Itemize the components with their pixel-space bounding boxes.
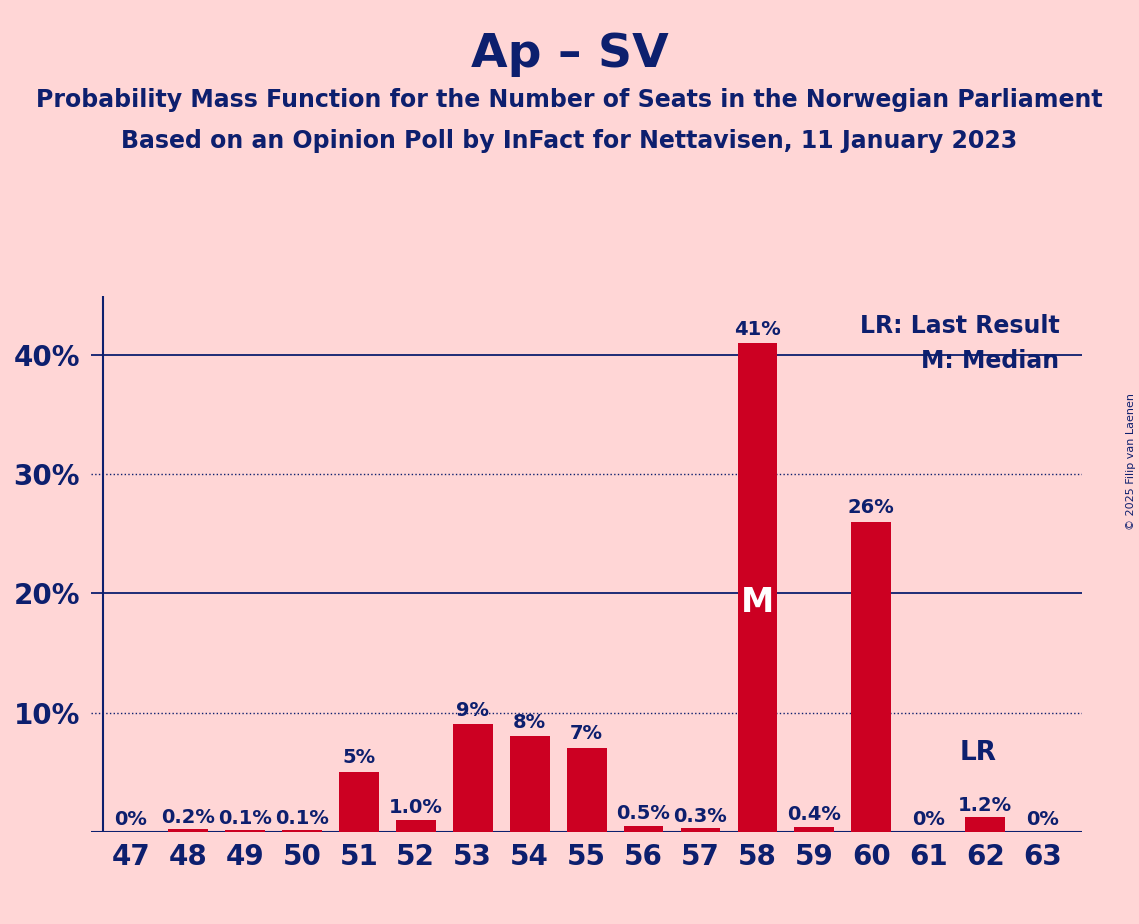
Text: 0.5%: 0.5% (616, 804, 671, 823)
Text: 1.0%: 1.0% (388, 798, 443, 818)
Bar (681, 828, 721, 832)
Bar (624, 826, 664, 832)
Text: 0.4%: 0.4% (787, 806, 842, 824)
Text: Ap – SV: Ap – SV (470, 32, 669, 78)
Bar (510, 736, 550, 832)
Text: LR: Last Result: LR: Last Result (860, 313, 1059, 337)
Text: © 2025 Filip van Laenen: © 2025 Filip van Laenen (1126, 394, 1136, 530)
Bar (795, 827, 835, 832)
Bar (738, 344, 778, 832)
Text: 1.2%: 1.2% (958, 796, 1013, 815)
Text: 41%: 41% (734, 320, 781, 338)
Text: 8%: 8% (513, 712, 547, 732)
Text: 0%: 0% (912, 810, 944, 829)
Text: 0.1%: 0.1% (274, 809, 329, 828)
Bar (169, 829, 208, 832)
Bar (282, 831, 322, 832)
Text: 0.2%: 0.2% (161, 808, 215, 827)
Text: M: Median: M: Median (921, 349, 1059, 373)
Text: 7%: 7% (571, 724, 603, 744)
Text: M: M (740, 586, 775, 618)
Text: 5%: 5% (342, 748, 376, 767)
Text: 0.1%: 0.1% (218, 809, 272, 828)
Bar (567, 748, 607, 832)
Text: 26%: 26% (847, 498, 895, 517)
Text: 9%: 9% (457, 700, 489, 720)
Bar (226, 831, 264, 832)
Text: LR: LR (959, 740, 997, 766)
Bar (966, 818, 1006, 832)
Bar (396, 820, 436, 832)
Text: Probability Mass Function for the Number of Seats in the Norwegian Parliament: Probability Mass Function for the Number… (36, 88, 1103, 112)
Text: 0.3%: 0.3% (673, 807, 728, 826)
Text: 0%: 0% (115, 810, 147, 829)
Bar (453, 724, 493, 832)
Text: 0%: 0% (1026, 810, 1058, 829)
Bar (339, 772, 378, 832)
Bar (852, 522, 892, 832)
Text: Based on an Opinion Poll by InFact for Nettavisen, 11 January 2023: Based on an Opinion Poll by InFact for N… (122, 129, 1017, 153)
